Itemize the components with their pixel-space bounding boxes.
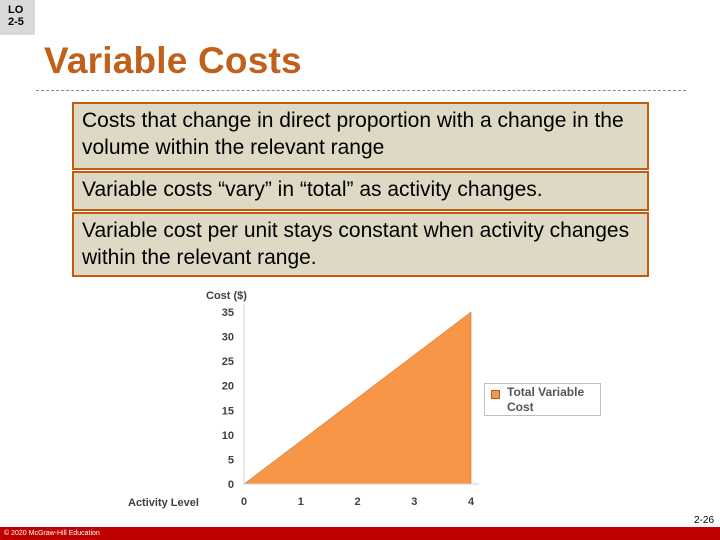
legend-label-line2: Cost	[507, 400, 534, 414]
lo-badge-line2: 2-5	[8, 16, 24, 28]
slide-title: Variable Costs	[44, 40, 302, 81]
footer-bar: © 2020 McGraw-Hill Education	[0, 527, 720, 540]
y-tick-label: 10	[222, 430, 234, 442]
per-unit-text: Variable cost per unit stays constant wh…	[82, 219, 630, 269]
total-variable-cost-area	[243, 311, 472, 485]
chart-legend: Total Variable Cost	[484, 383, 601, 416]
copyright-text: © 2020 McGraw-Hill Education	[4, 530, 100, 537]
lo-badge: LO 2-5	[0, 0, 35, 35]
definition-text: Costs that change in direct proportion w…	[82, 109, 624, 159]
y-tick-label: 30	[222, 332, 234, 344]
total-box: Variable costs “vary” in “total” as acti…	[72, 171, 649, 211]
x-tick-label: 0	[241, 496, 247, 508]
x-axis-title: Activity Level	[128, 497, 199, 509]
x-tick-label: 4	[468, 496, 475, 508]
title-divider	[36, 90, 686, 91]
x-tick-labels: 0 1 2 3 4	[241, 496, 475, 508]
y-tick-label: 15	[222, 405, 234, 417]
definition-box: Costs that change in direct proportion w…	[72, 102, 649, 170]
legend-swatch	[491, 390, 500, 399]
legend-label-line1: Total Variable	[507, 385, 585, 399]
x-tick-label: 3	[411, 496, 417, 508]
lo-badge-line1: LO	[8, 4, 24, 16]
y-tick-label: 5	[228, 454, 234, 466]
page-number: 2-26	[693, 515, 714, 526]
per-unit-box: Variable cost per unit stays constant wh…	[72, 212, 649, 277]
y-tick-label: 0	[228, 479, 234, 491]
x-tick-label: 1	[298, 496, 304, 508]
y-tick-labels: 0 5 10 15 20 25 30 35	[222, 307, 234, 491]
y-axis-title: Cost ($)	[206, 290, 247, 302]
x-tick-label: 2	[354, 496, 360, 508]
total-text: Variable costs “vary” in “total” as acti…	[82, 178, 543, 201]
y-tick-label: 20	[222, 381, 234, 393]
y-tick-label: 35	[222, 307, 234, 319]
y-tick-label: 25	[222, 356, 234, 368]
variable-cost-chart: Cost ($) 0 5 10 15 20 25 30 35 0 1 2 3 4 Activity L…	[128, 290, 479, 509]
